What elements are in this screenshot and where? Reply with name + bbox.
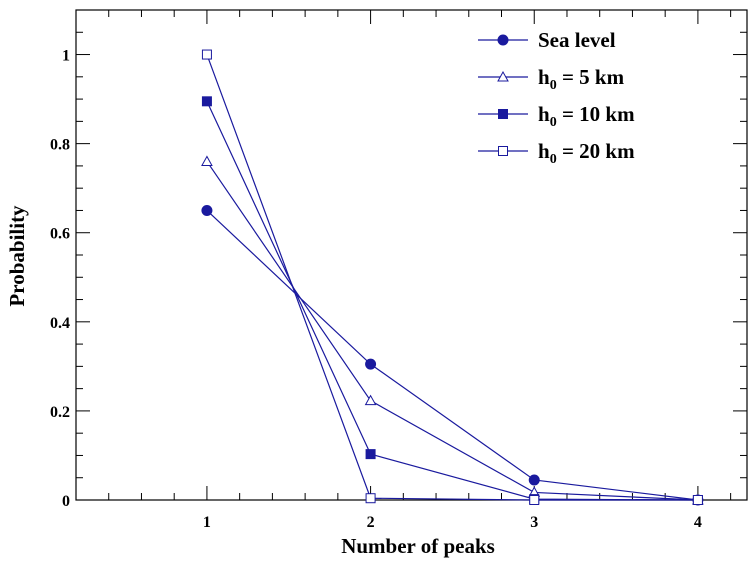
plot-border <box>75 9 748 501</box>
x-tick-label: 1 <box>203 514 211 531</box>
data-point <box>365 449 376 460</box>
legend-entry-4: h0 = 20 km <box>478 139 635 167</box>
data-point <box>365 358 377 370</box>
axis-ticks <box>75 9 747 501</box>
series-line <box>206 210 698 501</box>
legend-entry-2: h0 = 5 km <box>478 65 625 93</box>
y-tick-label: 0 <box>62 493 70 510</box>
x-tick-label: 4 <box>694 514 702 531</box>
series-line <box>206 54 698 501</box>
legend-marker <box>497 34 509 46</box>
x-tick-label: 3 <box>530 514 538 531</box>
data-point <box>364 394 377 406</box>
legend-label: h0 = 20 km <box>538 139 635 167</box>
y-tick-label: 0.2 <box>50 404 70 421</box>
y-tick-label: 1 <box>62 48 70 65</box>
series-2 <box>201 155 704 505</box>
x-tick-label: 2 <box>367 514 375 531</box>
y-axis-title: Probability <box>5 205 29 307</box>
x-axis-title: Number of peaks <box>341 534 495 558</box>
y-tick-label: 0.6 <box>50 226 70 243</box>
data-point <box>692 495 703 505</box>
legend-marker <box>498 146 508 156</box>
data-point <box>201 204 213 216</box>
y-tick-label: 0.4 <box>50 315 70 332</box>
legend-label: h0 = 10 km <box>538 102 635 130</box>
series-4 <box>201 49 703 505</box>
legend-marker <box>497 70 509 82</box>
data-point <box>201 96 212 107</box>
y-tick-label: 0.8 <box>50 137 70 154</box>
legend: Sea level h0 = 5 km h0 = 10 km h0 = 20 km <box>478 28 635 167</box>
data-point <box>529 495 540 505</box>
legend-entry-3: h0 = 10 km <box>478 102 635 130</box>
plot-frame <box>75 9 748 501</box>
series-line <box>206 161 698 501</box>
legend-entry-1: Sea level <box>478 28 616 52</box>
data-point <box>201 155 213 166</box>
data-point <box>201 49 212 60</box>
legend-label: h0 = 5 km <box>538 65 625 93</box>
legend-marker <box>498 109 508 119</box>
data-point <box>365 493 376 504</box>
tick-labels: 0 0.2 0.4 0.6 0.8 1 1 2 3 4 <box>50 48 702 531</box>
series-1 <box>201 204 704 506</box>
data-point <box>528 474 540 486</box>
series-group <box>201 49 704 506</box>
legend-label: Sea level <box>538 28 616 52</box>
